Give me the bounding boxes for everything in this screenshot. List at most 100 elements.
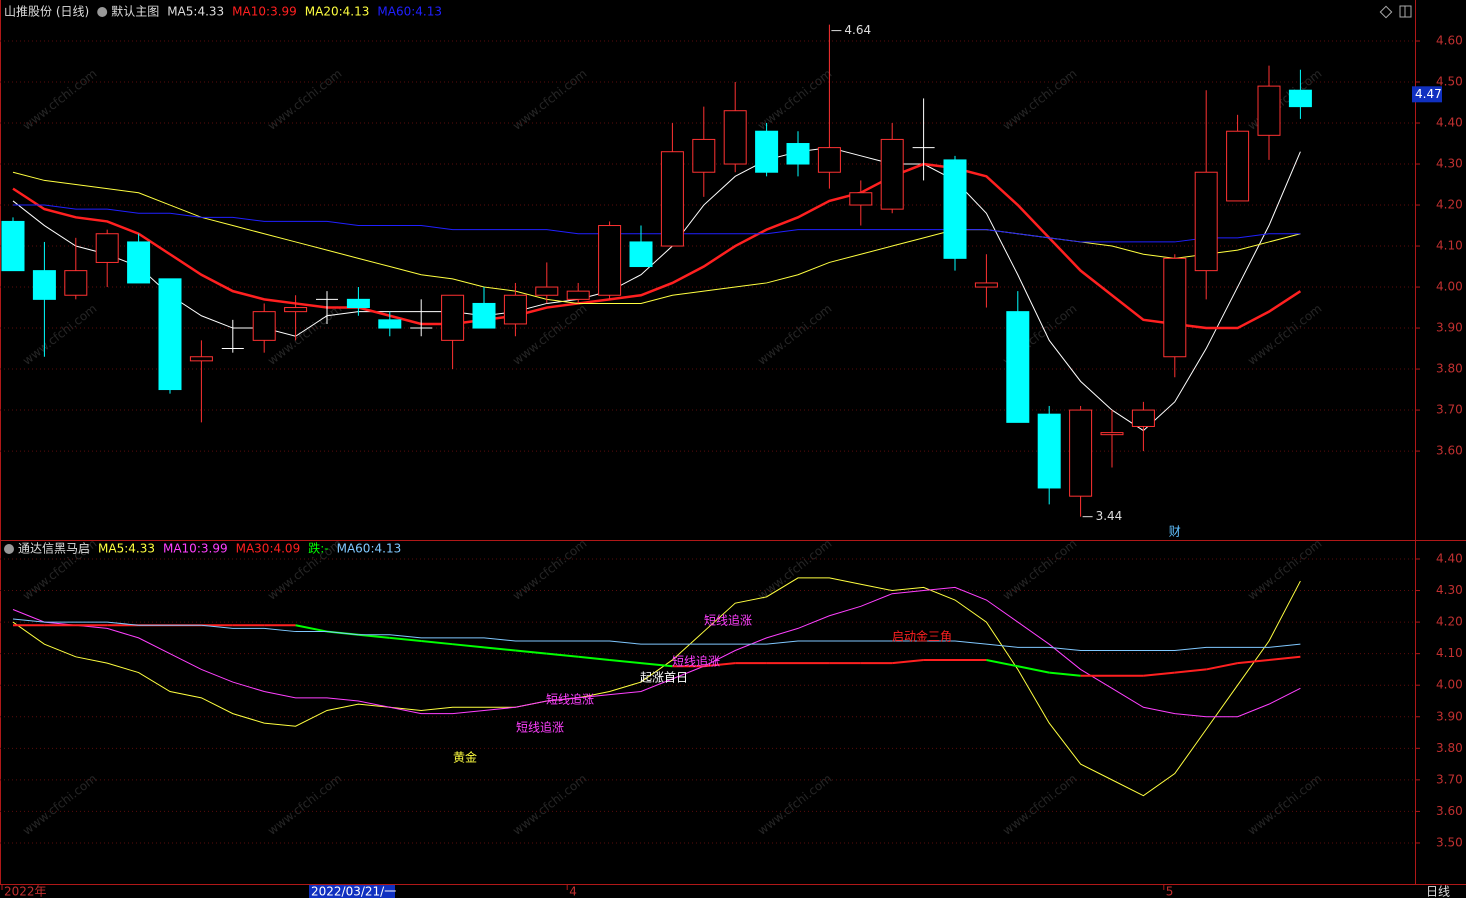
annotation: 短线追涨 [672, 654, 720, 669]
legend-text: MA5 [98, 542, 124, 556]
candle-body [252, 311, 276, 341]
x-tick-label: 4 [569, 885, 577, 898]
legend-sep: : [411, 5, 415, 19]
ma-segment [1237, 658, 1270, 665]
y-tick-label: 4.30 [1436, 583, 1463, 597]
menu-icon [97, 7, 108, 17]
legend-text: 4.13 [343, 5, 370, 19]
legend-text: 4.13 [375, 542, 402, 556]
candle-body [95, 233, 119, 263]
y-tick-label: 4.30 [1436, 157, 1463, 171]
legend-text: MA5 [167, 5, 193, 19]
candle-body [378, 319, 402, 329]
candle-body [817, 147, 841, 173]
y-tick-label: 4.10 [1436, 239, 1463, 253]
y-tick-label: 3.80 [1436, 362, 1463, 376]
annotation: 短线追涨 [516, 720, 564, 735]
ma-segment [640, 662, 673, 668]
candle-body [1288, 89, 1312, 108]
ma-line [12, 171, 1301, 304]
legend-sep: : [269, 542, 273, 556]
candle-body [786, 143, 810, 165]
y-tick-label: 3.60 [1436, 444, 1463, 458]
candle-body [974, 282, 998, 288]
legend-text: MA10 [163, 542, 197, 556]
y-tick-label: 4.00 [1436, 678, 1463, 692]
candle-body [692, 138, 716, 173]
ma-line [12, 577, 1301, 797]
candle-body [723, 110, 747, 165]
ma-segment [389, 636, 422, 643]
candle-body [598, 225, 622, 296]
ma-segment [452, 643, 485, 649]
candle-body [943, 159, 967, 259]
candle-body [472, 302, 496, 329]
y-tick-label: 4.60 [1436, 34, 1463, 48]
annotation: 黄金 [453, 750, 477, 765]
period-label: 日线 [1426, 885, 1450, 898]
ma-segment [892, 658, 924, 665]
ma-segment [986, 658, 1018, 668]
ma-segment [546, 652, 579, 658]
ma-segment [1206, 662, 1238, 671]
annotation: 短线追涨 [546, 692, 594, 707]
y-tick-label: 4.10 [1436, 646, 1463, 660]
candle-body [1100, 432, 1124, 436]
legend-text: MA20 [305, 5, 339, 19]
annotation: 起涨首日 [640, 670, 688, 685]
y-tick-label: 3.60 [1436, 804, 1463, 818]
candle-body [64, 270, 88, 296]
legend-text: 3.99 [201, 542, 228, 556]
ma-segment [1049, 671, 1081, 677]
high-label: 4.64 [844, 23, 871, 37]
ma-segment [1268, 655, 1301, 661]
legend-text: 山推股份 (日线) [4, 5, 89, 19]
legend-text: 3.99 [270, 5, 297, 19]
candle-body [1006, 311, 1030, 423]
y-tick-label: 3.80 [1436, 741, 1463, 755]
y-tick-label: 3.70 [1436, 772, 1463, 786]
legend-text: 默认主图 [111, 4, 159, 19]
legend-text: MA60 [377, 5, 411, 19]
candle-body [660, 151, 684, 247]
ma-segment [358, 633, 390, 639]
candle-body [189, 356, 213, 362]
legend-sep: : [320, 542, 324, 556]
legend-text: 4.33 [197, 5, 224, 19]
x-tick-label: 5 [1166, 885, 1174, 898]
ma-line [12, 162, 1302, 330]
y-tick-label: 4.20 [1436, 615, 1463, 629]
legend-text: - [324, 542, 328, 556]
candle-body [1, 220, 25, 272]
legend-sep: : [124, 542, 128, 556]
candle-body [566, 290, 590, 300]
icon[interactable] [1379, 5, 1393, 19]
legend-text: 跌 [308, 541, 320, 556]
cursor-box [309, 885, 395, 898]
candle-body [158, 278, 182, 391]
candle-body [629, 241, 653, 268]
ma-segment [578, 655, 610, 661]
low-label: 3.44 [1096, 509, 1123, 523]
y-tick-label: 4.40 [1436, 116, 1463, 130]
ma-segment [1017, 665, 1050, 674]
y-tick-label: 3.50 [1436, 835, 1463, 849]
annotation: 短线追涨 [704, 613, 752, 628]
candle-body [441, 294, 465, 341]
ma-segment [609, 658, 642, 665]
candle-body [535, 286, 559, 296]
candle-body [1163, 257, 1187, 358]
price-tag [1412, 86, 1442, 103]
candle-body [1226, 130, 1250, 202]
candle-body [1257, 85, 1281, 136]
ma-line [12, 147, 1301, 432]
cursor-date: 2022/03/21/一 [311, 885, 396, 898]
ma-line [12, 618, 1301, 651]
price-tag-label: 4.47 [1415, 87, 1442, 101]
candle-body [1037, 413, 1061, 489]
legend-sep: : [339, 5, 343, 19]
legend-text: 4.33 [128, 542, 155, 556]
candle-body [1194, 171, 1218, 272]
legend-text: MA30 [236, 542, 270, 556]
